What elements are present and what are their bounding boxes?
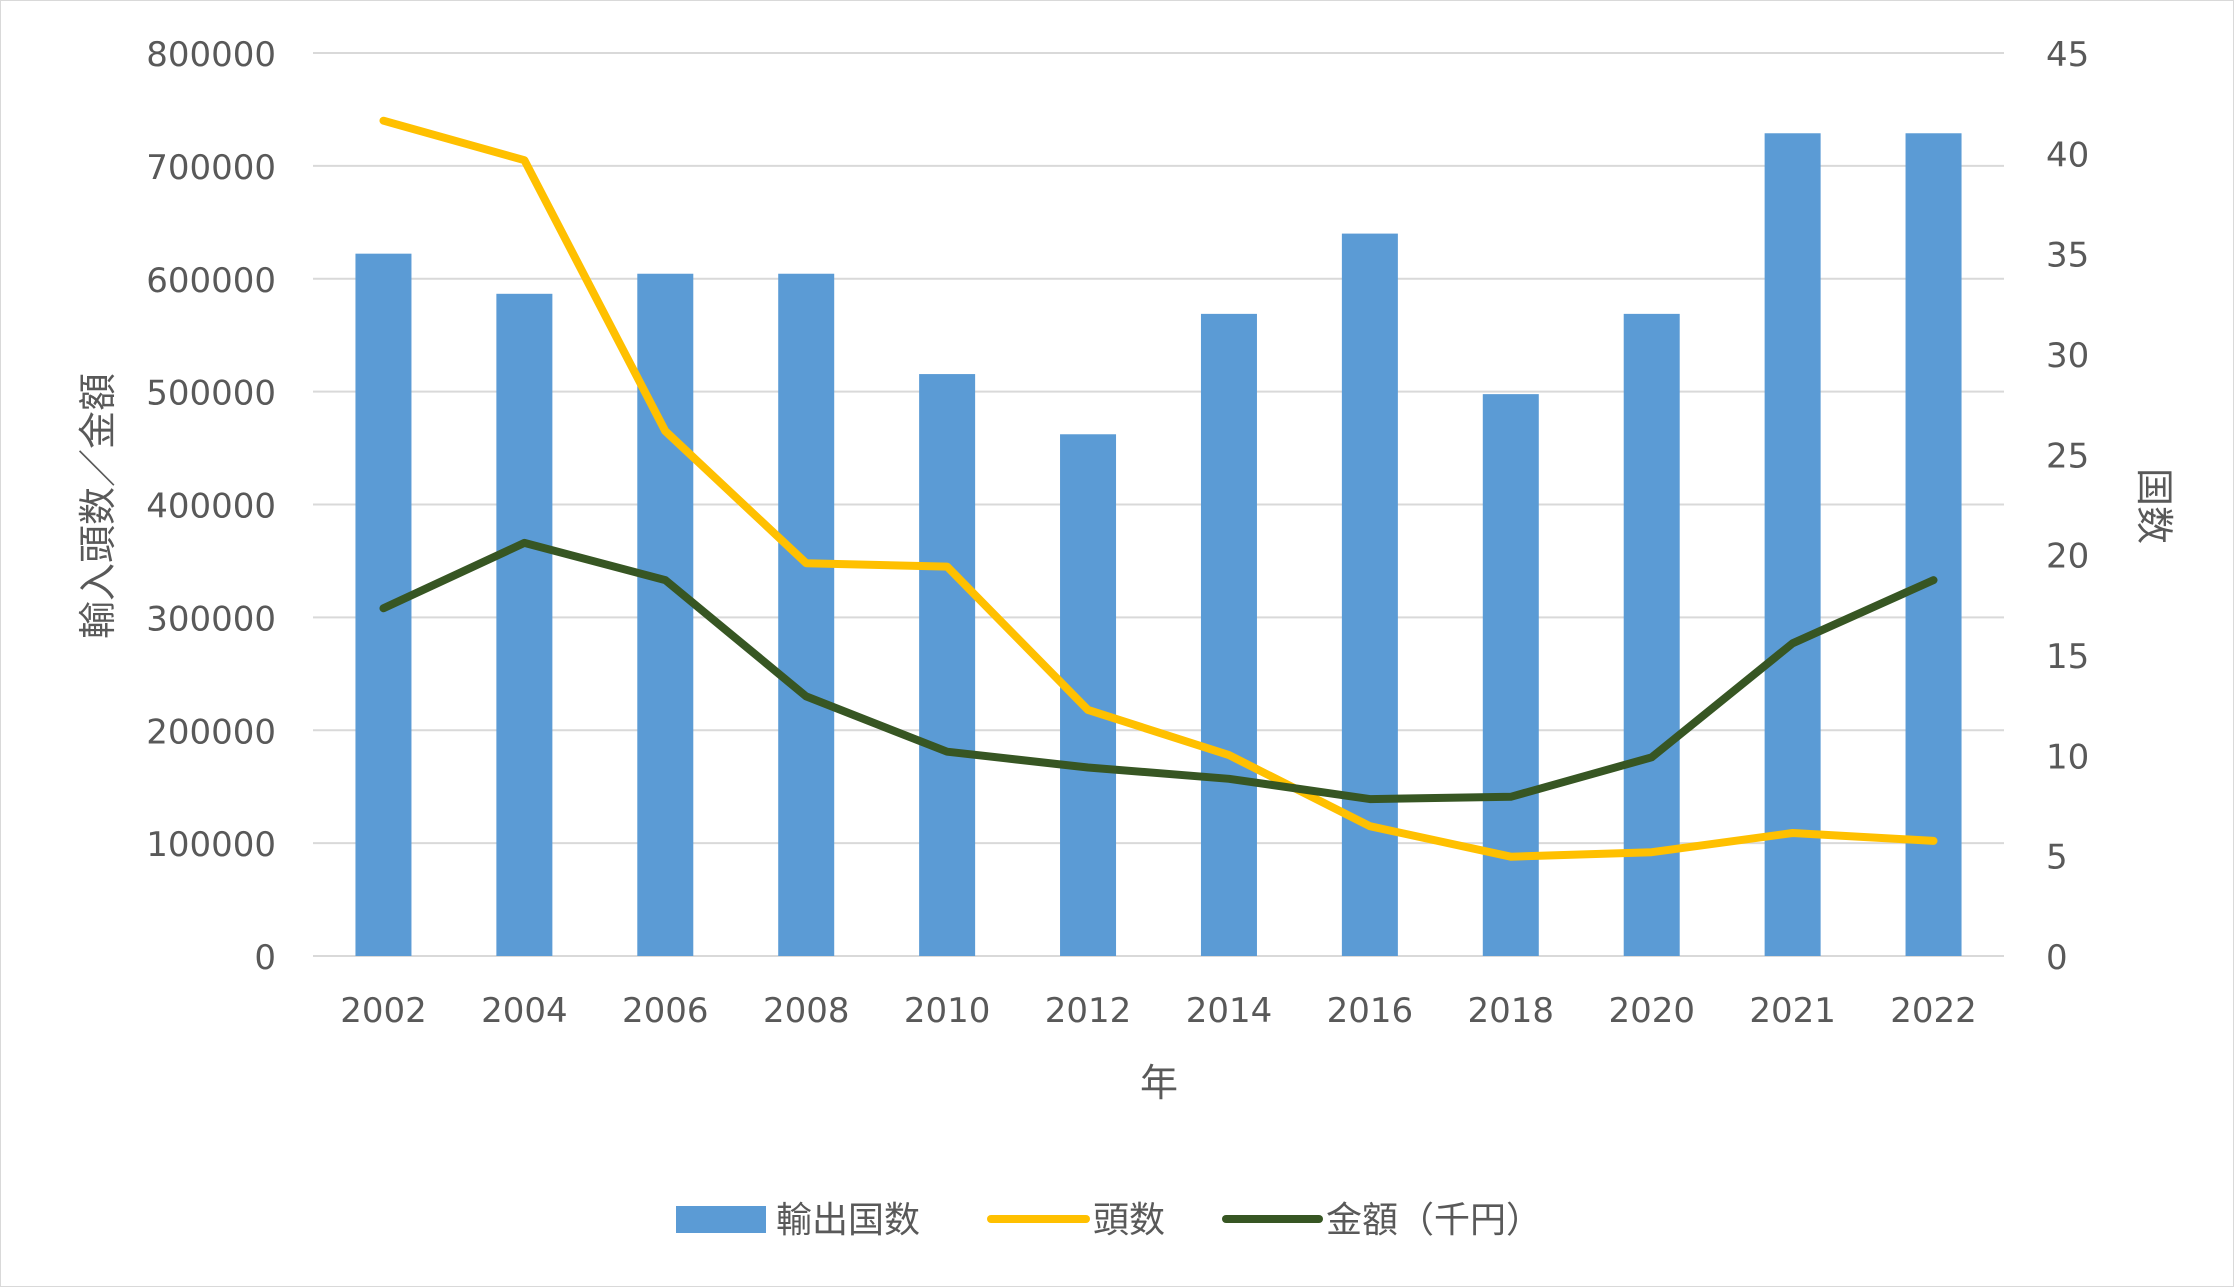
legend-item-head-count: 頭数 bbox=[987, 1200, 1165, 1241]
legend-item-amount: 金額（千円） bbox=[1222, 1200, 1542, 1241]
y2-tick-label: 0 bbox=[2046, 938, 2068, 978]
gridlines bbox=[313, 52, 2004, 957]
x-tick-label: 2022 bbox=[1890, 991, 1977, 1031]
y-tick-label: 200000 bbox=[146, 712, 276, 752]
y2-tick-label: 15 bbox=[2046, 637, 2089, 677]
bar bbox=[496, 293, 553, 956]
y2-tick-label: 35 bbox=[2046, 236, 2089, 276]
legend-swatch-bar bbox=[676, 1206, 766, 1233]
y-tick-label: 100000 bbox=[146, 825, 276, 865]
bar bbox=[1623, 313, 1680, 956]
legend-label: 輸出国数 bbox=[776, 1200, 920, 1241]
bar bbox=[919, 374, 976, 957]
left-axis-ticks: 0 100000 200000 300000 400000 500000 600000 700… bbox=[146, 35, 276, 978]
x-tick-label: 2018 bbox=[1468, 991, 1555, 1031]
legend-item-export-countries: 輸出国数 bbox=[676, 1200, 920, 1241]
bar bbox=[1200, 313, 1257, 956]
x-tick-label: 2010 bbox=[904, 991, 991, 1031]
bar bbox=[1341, 233, 1398, 957]
y-tick-label: 500000 bbox=[146, 374, 276, 414]
bar bbox=[1482, 394, 1539, 957]
bar-series-export-countries bbox=[355, 133, 1962, 957]
y2-tick-label: 25 bbox=[2046, 436, 2089, 476]
line-head-count bbox=[379, 116, 1938, 861]
y-tick-label: 0 bbox=[254, 938, 276, 978]
x-tick-label: 2020 bbox=[1608, 991, 1695, 1031]
y2-tick-label: 5 bbox=[2046, 838, 2068, 878]
legend-label: 頭数 bbox=[1093, 1200, 1165, 1241]
y-tick-label: 800000 bbox=[146, 35, 276, 75]
y-axis-title: 輸入頭数／金額 bbox=[76, 373, 120, 639]
y2-tick-label: 10 bbox=[2046, 737, 2089, 777]
y2-tick-label: 40 bbox=[2046, 135, 2089, 175]
y-tick-label: 700000 bbox=[146, 148, 276, 188]
y2-tick-label: 30 bbox=[2046, 336, 2089, 376]
y-tick-label: 400000 bbox=[146, 487, 276, 527]
x-tick-label: 2012 bbox=[1045, 991, 1132, 1031]
legend-label: 金額（千円） bbox=[1326, 1200, 1542, 1241]
y2-tick-label: 45 bbox=[2046, 35, 2089, 75]
x-tick-label: 2016 bbox=[1327, 991, 1414, 1031]
bar bbox=[637, 273, 694, 956]
right-axis-ticks: 0 5 10 15 20 25 30 35 40 45 bbox=[2046, 35, 2089, 978]
x-tick-label: 2004 bbox=[481, 991, 568, 1031]
bar bbox=[1905, 133, 1962, 956]
x-tick-label: 2021 bbox=[1749, 991, 1836, 1031]
x-tick-label: 2002 bbox=[340, 991, 427, 1031]
y2-axis-title: 国数 bbox=[2132, 468, 2176, 544]
y-tick-label: 600000 bbox=[146, 261, 276, 301]
y-tick-label: 300000 bbox=[146, 599, 276, 639]
line-series bbox=[379, 116, 1938, 861]
x-axis-ticks: 2002 2004 2006 2008 2010 2012 2014 2016 2018 2020… bbox=[340, 991, 1977, 1031]
legend: 輸出国数 頭数 金額（千円） bbox=[676, 1200, 1542, 1241]
x-tick-label: 2014 bbox=[1186, 991, 1273, 1031]
line-amount bbox=[379, 538, 1938, 804]
x-tick-label: 2008 bbox=[763, 991, 850, 1031]
bar bbox=[778, 273, 835, 956]
x-axis-title: 年 bbox=[1140, 1061, 1178, 1105]
x-tick-label: 2006 bbox=[622, 991, 709, 1031]
y2-tick-label: 20 bbox=[2046, 537, 2089, 577]
bar bbox=[1764, 133, 1821, 956]
